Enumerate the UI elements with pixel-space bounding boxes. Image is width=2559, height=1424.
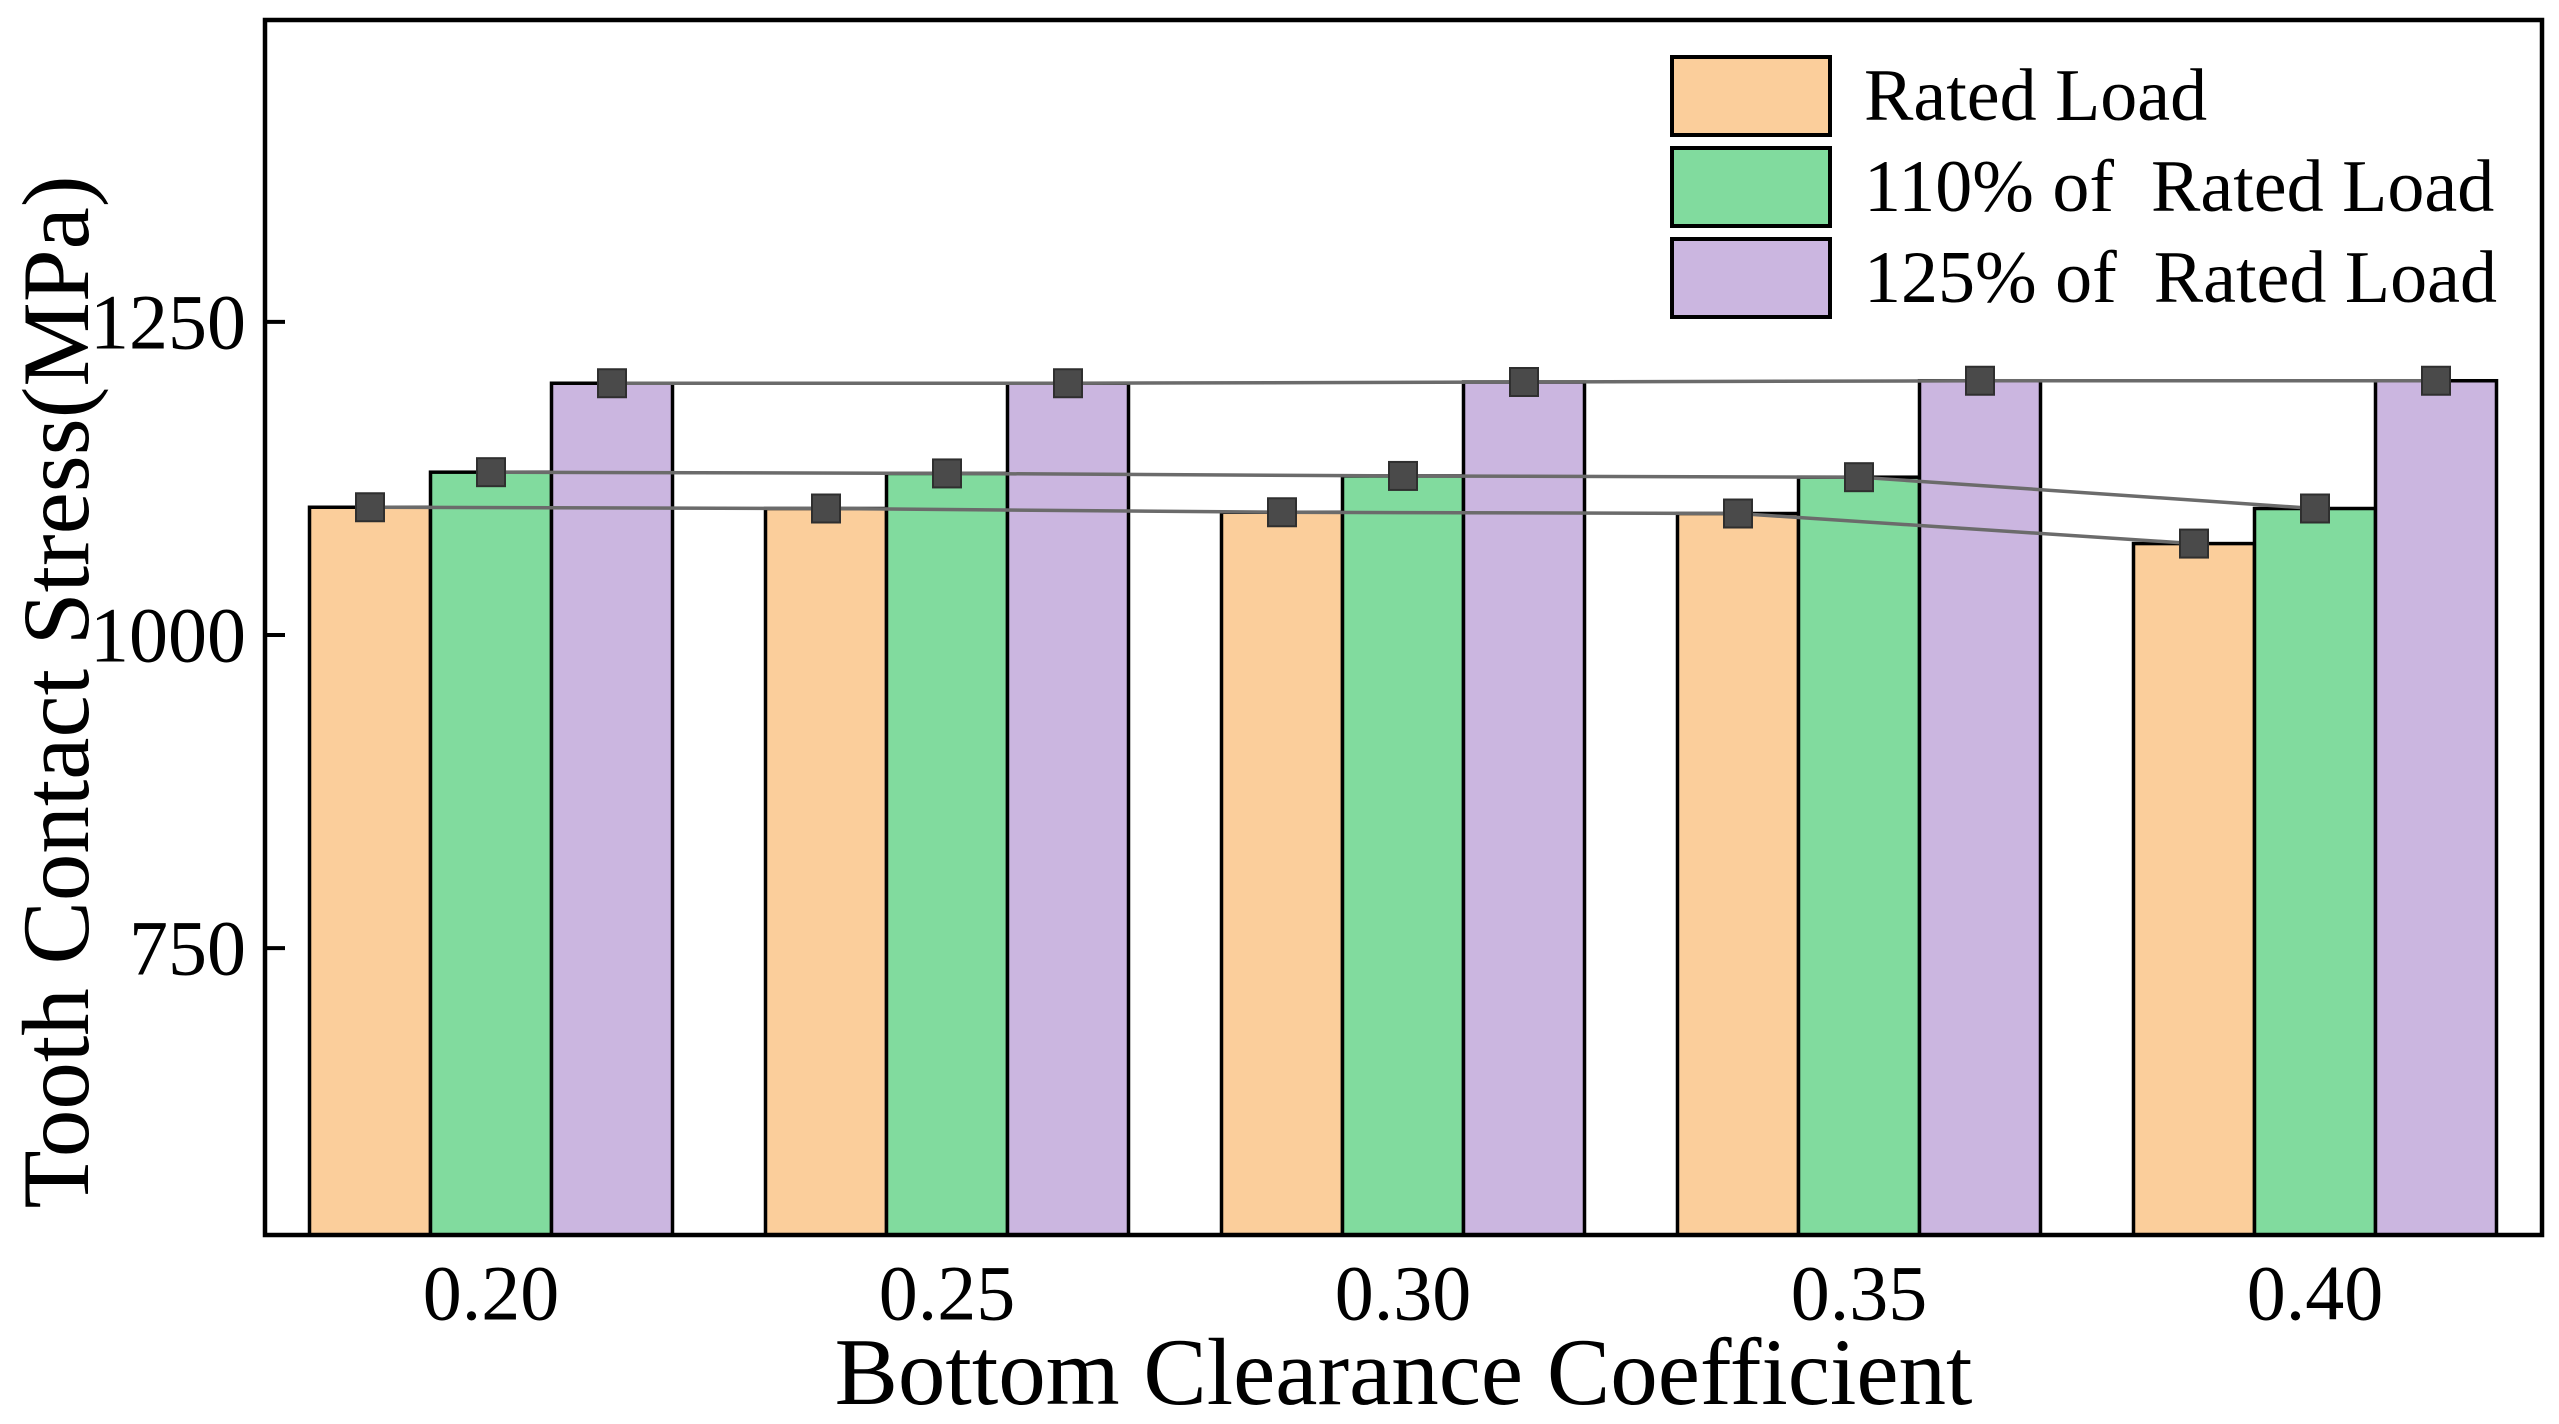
marker-rated-load-0.40 — [2179, 528, 2209, 559]
bar-rated-load-0.35 — [1675, 511, 1801, 1237]
plot-frame — [262, 17, 2545, 1238]
x-tick-label-0.40: 0.40 — [2247, 1250, 2384, 1337]
y-tick-label-1000: 1000 — [90, 592, 246, 679]
marker-rated-load-0.25 — [811, 493, 841, 524]
legend-label-rated-load: Rated Load — [1864, 55, 2207, 137]
bar-125-of-rated-load-0.35 — [1917, 378, 2043, 1237]
legend-label-110-of-rated-load: 110% of Rated Load — [1864, 146, 2494, 228]
legend-swatch-110-of-rated-load — [1670, 146, 1832, 228]
bar-rated-load-0.25 — [763, 506, 889, 1237]
bar-125-of-rated-load-0.25 — [1005, 381, 1131, 1237]
bar-125-of-rated-load-0.20 — [549, 381, 675, 1237]
marker-rated-load-0.30 — [1267, 497, 1297, 528]
marker-110-of-rated-load-0.30 — [1388, 460, 1418, 491]
y-tick-label-750: 750 — [129, 905, 246, 992]
x-tick-label-0.35: 0.35 — [1791, 1250, 1928, 1337]
x-tick-label-0.20: 0.20 — [423, 1250, 560, 1337]
marker-125-of-rated-load-0.20 — [597, 368, 627, 399]
bar-rated-load-0.20 — [307, 505, 433, 1237]
bar-125-of-rated-load-0.30 — [1461, 380, 1587, 1237]
legend-label-125-of-rated-load: 125% of Rated Load — [1864, 237, 2497, 319]
legend-swatch-125-of-rated-load — [1670, 237, 1832, 319]
bar-110-of-rated-load-0.20 — [428, 470, 554, 1237]
marker-125-of-rated-load-0.30 — [1509, 366, 1539, 397]
marker-rated-load-0.20 — [355, 492, 385, 523]
marker-110-of-rated-load-0.40 — [2300, 493, 2330, 524]
marker-125-of-rated-load-0.40 — [2421, 365, 2451, 396]
x-axis-title: Bottom Clearance Coefficient — [834, 1319, 1973, 1424]
marker-110-of-rated-load-0.35 — [1844, 462, 1874, 493]
marker-125-of-rated-load-0.25 — [1053, 368, 1083, 399]
y-axis-title: Tooth Contact Stress(MPa) — [3, 175, 109, 1209]
bar-110-of-rated-load-0.25 — [884, 471, 1010, 1237]
marker-110-of-rated-load-0.20 — [476, 457, 506, 488]
bar-110-of-rated-load-0.30 — [1340, 474, 1466, 1237]
marker-rated-load-0.35 — [1723, 498, 1753, 529]
bar-rated-load-0.30 — [1219, 510, 1345, 1237]
y-tick-label-1250: 1250 — [90, 278, 246, 365]
legend-swatch-rated-load — [1670, 55, 1832, 137]
bar-110-of-rated-load-0.35 — [1796, 475, 1922, 1237]
x-tick-label-0.25: 0.25 — [879, 1250, 1016, 1337]
bar-110-of-rated-load-0.40 — [2252, 506, 2378, 1237]
marker-110-of-rated-load-0.25 — [932, 458, 962, 489]
marker-125-of-rated-load-0.35 — [1965, 365, 1995, 396]
bar-125-of-rated-load-0.40 — [2373, 378, 2499, 1237]
bar-rated-load-0.40 — [2131, 541, 2257, 1237]
x-tick-label-0.30: 0.30 — [1335, 1250, 1472, 1337]
